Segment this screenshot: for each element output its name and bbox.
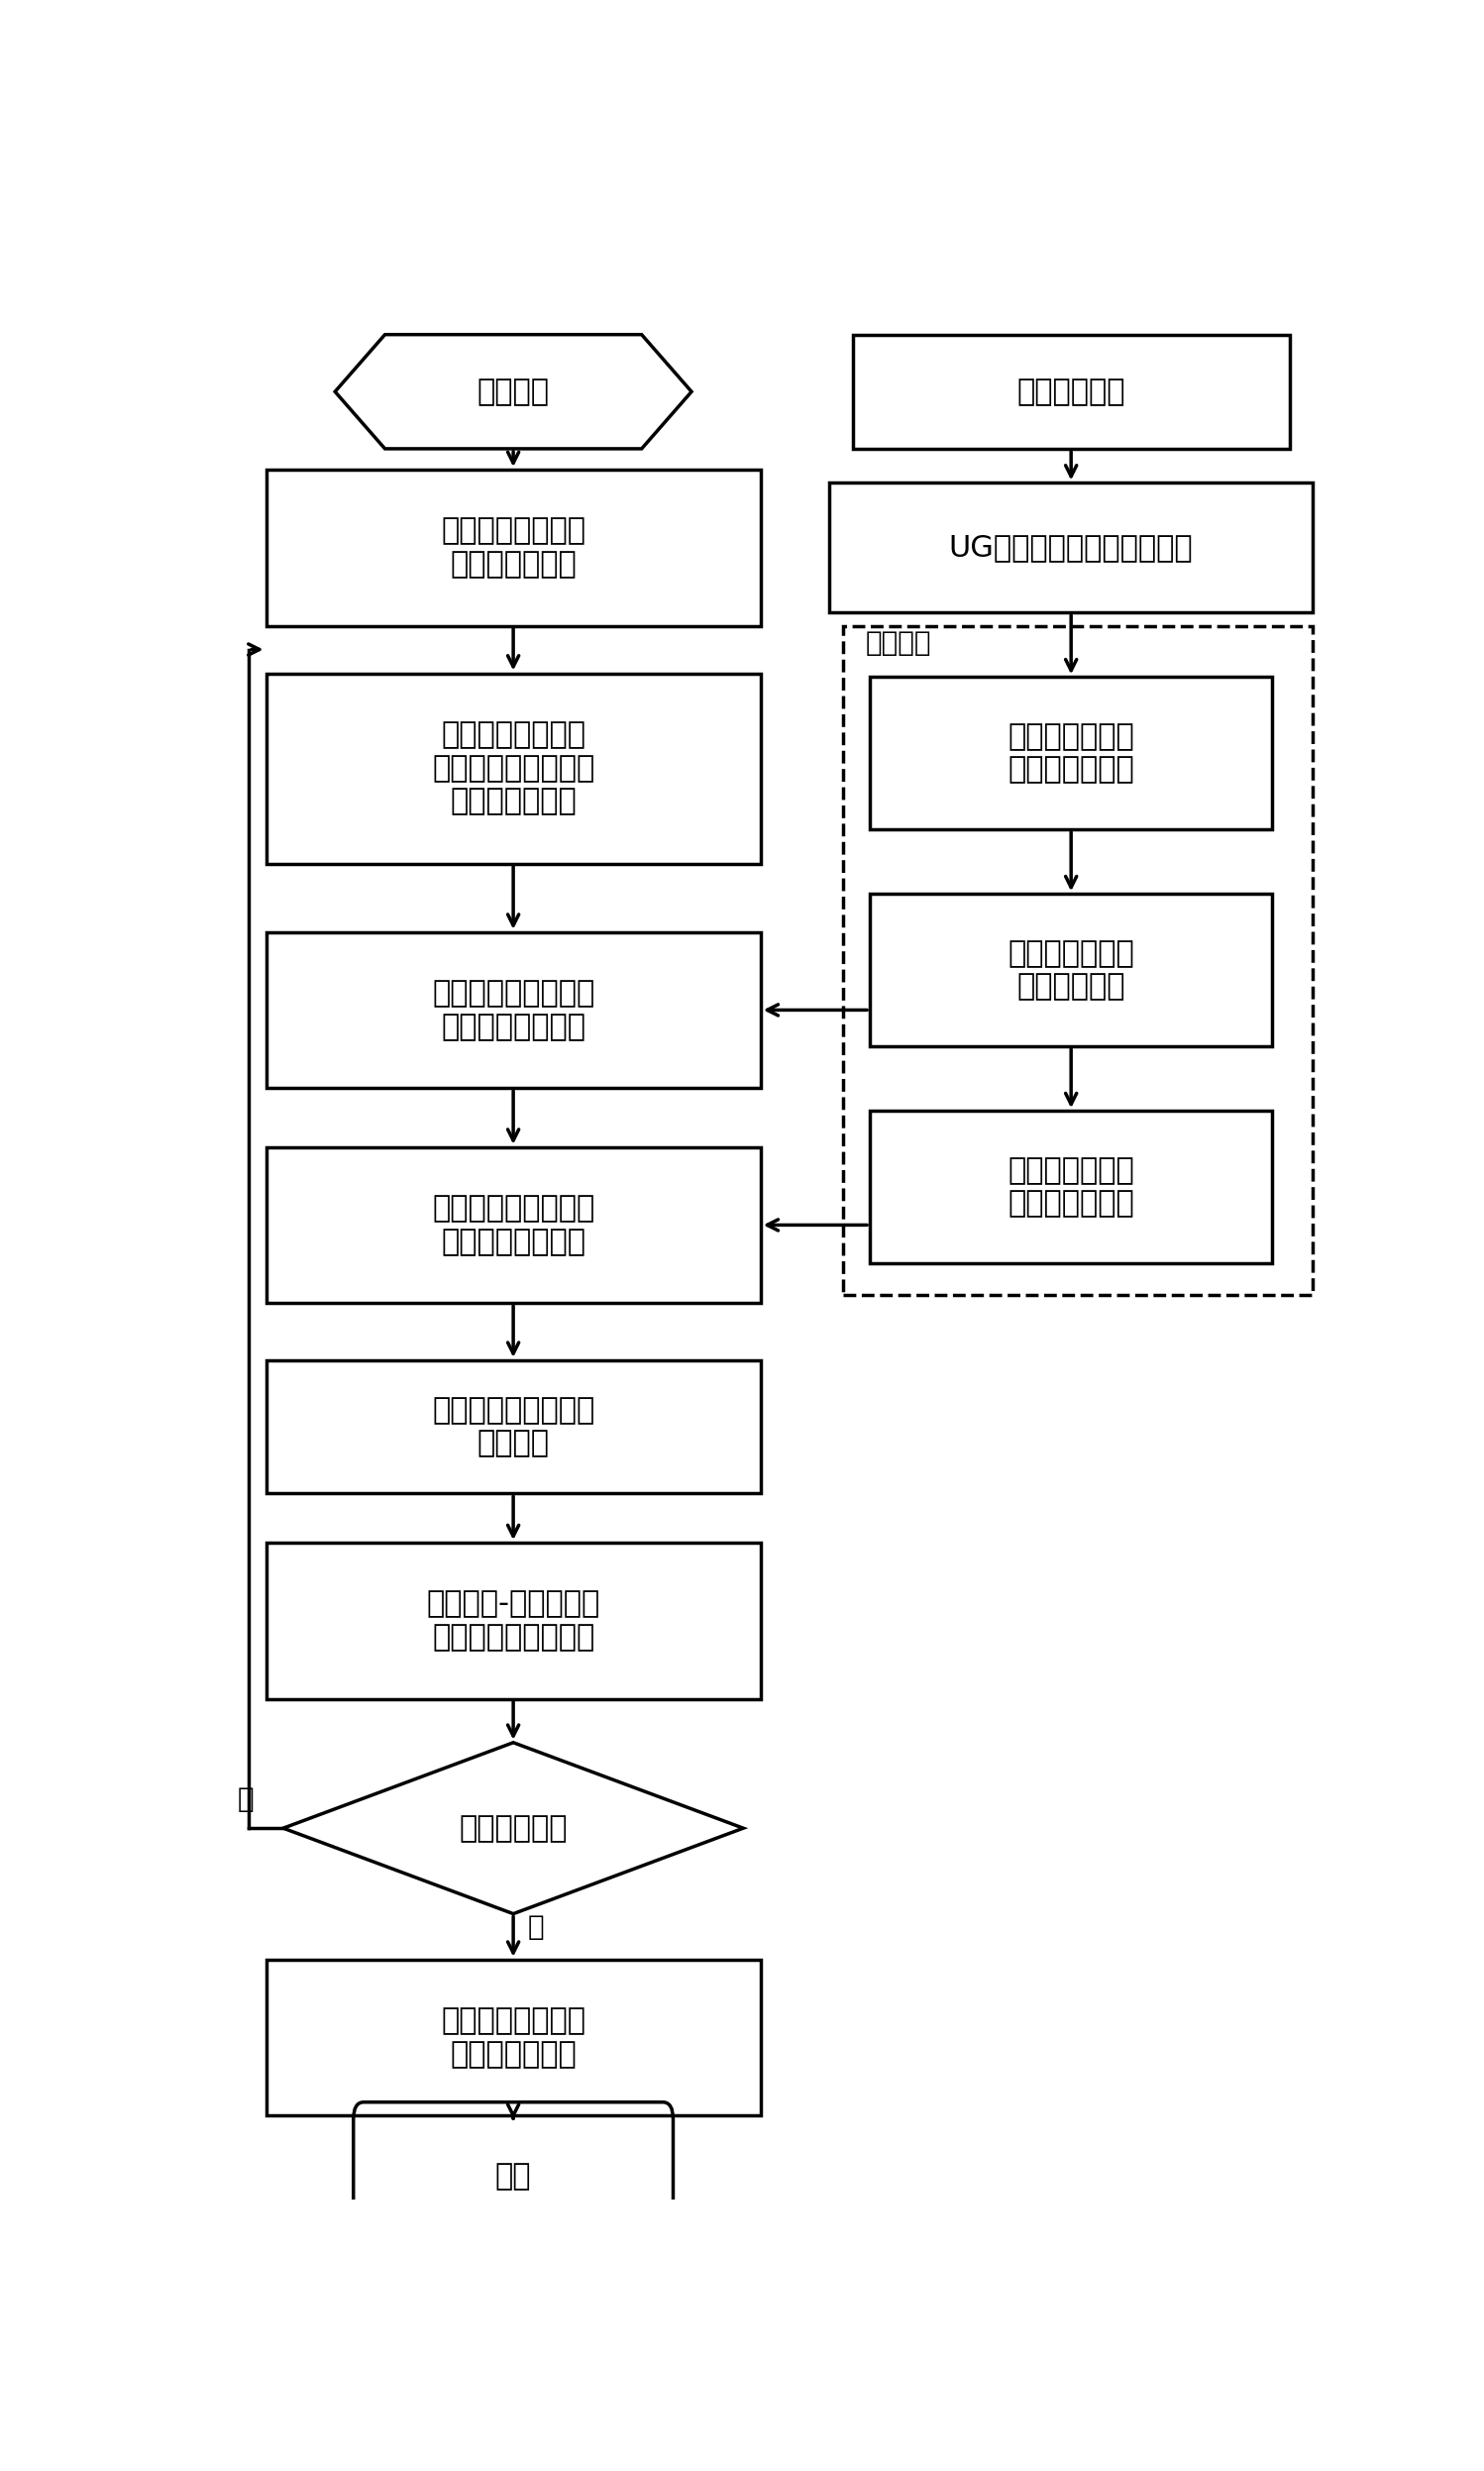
Text: 是: 是 bbox=[528, 1913, 545, 1942]
Bar bbox=[852, 334, 1290, 450]
Text: 四阶龙格-库塔法求解
机械运动微分方程组: 四阶龙格-库塔法求解 机械运动微分方程组 bbox=[426, 1589, 600, 1651]
Bar bbox=[266, 1359, 760, 1492]
Bar bbox=[266, 932, 760, 1087]
Text: 由线圈磁链、衔铁位
移查表求线圈电流: 由线圈磁链、衔铁位 移查表求线圈电流 bbox=[432, 979, 595, 1040]
Bar bbox=[870, 1112, 1272, 1263]
Text: 建立几何模型，
划分有限元网格: 建立几何模型， 划分有限元网格 bbox=[1008, 722, 1134, 783]
Text: 不同电流和位移
下的吸力和磁链: 不同电流和位移 下的吸力和磁链 bbox=[1008, 1156, 1134, 1218]
Bar bbox=[843, 625, 1312, 1295]
Bar bbox=[830, 482, 1312, 613]
Text: 由前一时刻线圈电
压、电流和磁链积分
求当前时刻磁链: 由前一时刻线圈电 压、电流和磁链积分 求当前时刻磁链 bbox=[432, 722, 595, 815]
Bar bbox=[870, 677, 1272, 830]
Text: 保存数据，提取吸
合电压特性参数: 保存数据，提取吸 合电压特性参数 bbox=[441, 2006, 586, 2068]
Bar bbox=[266, 1960, 760, 2115]
Bar bbox=[266, 1542, 760, 1698]
Text: 是否计算完毕: 是否计算完毕 bbox=[459, 1814, 567, 1843]
Text: 否: 否 bbox=[237, 1787, 254, 1814]
Text: 由衔铁位移计算机械
弹簧反力: 由衔铁位移计算机械 弹簧反力 bbox=[432, 1396, 595, 1458]
Bar bbox=[266, 469, 760, 625]
Bar bbox=[266, 672, 760, 862]
Text: 结束: 结束 bbox=[496, 2162, 531, 2192]
Text: 电磁部分: 电磁部分 bbox=[865, 630, 932, 657]
Bar bbox=[266, 1147, 760, 1302]
Bar bbox=[870, 895, 1272, 1045]
Text: 开始计算: 开始计算 bbox=[478, 378, 549, 405]
Text: 由线圈电流、衔铁位
移查表求电磁吸力: 由线圈电流、衔铁位 移查表求电磁吸力 bbox=[432, 1193, 595, 1255]
Text: 电磁机构图纸: 电磁机构图纸 bbox=[1017, 378, 1125, 405]
Text: 设置物理属性，
静态特性仿真: 设置物理属性， 静态特性仿真 bbox=[1008, 939, 1134, 1001]
Text: UG中建立电磁机构三维模型: UG中建立电磁机构三维模型 bbox=[948, 534, 1193, 561]
Text: 设置模型计算参数
初始化特性参数: 设置模型计算参数 初始化特性参数 bbox=[441, 516, 586, 578]
